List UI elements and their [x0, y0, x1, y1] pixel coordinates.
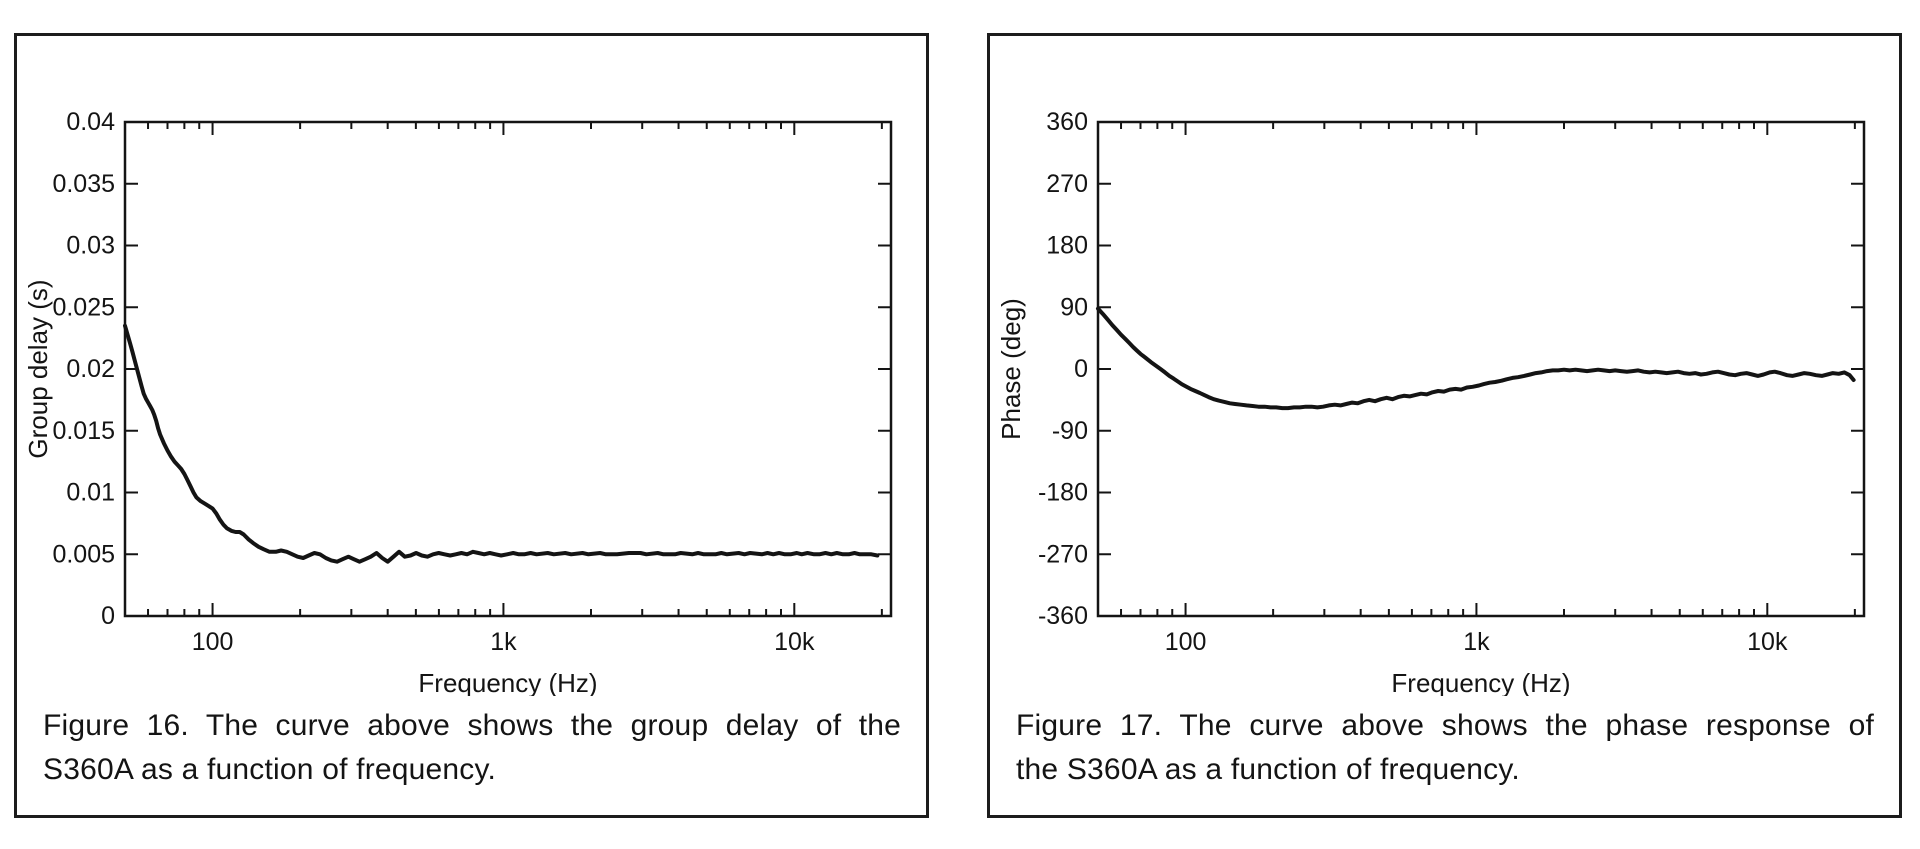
phase-response-curve [1096, 306, 1856, 411]
y-tick-label: 0.035 [52, 170, 115, 198]
y-tick-label: 0 [1074, 355, 1088, 383]
x-axis-label: Frequency (Hz) [1391, 668, 1570, 696]
figure-16-caption: Figure 16. The curve above shows the gro… [43, 704, 901, 792]
y-tick-label: 0.01 [66, 479, 115, 507]
y-axis-label: Group delay (s) [23, 279, 53, 458]
x-tick-label: 1k [1463, 628, 1490, 656]
axes-frame [123, 120, 893, 618]
axes-frame [1096, 120, 1866, 618]
figure-16-panel: 100 1k 10k 0 0.005 0.01 0.015 0.02 0.025 0.03 0.03… [14, 33, 929, 818]
group-delay-chart: 100 1k 10k 0 0.005 0.01 0.015 0.02 0.025 0.03 0.03… [23, 108, 893, 696]
figure-16-caption-line2: S360A as a function of frequency. [43, 753, 497, 787]
y-tick-label: 180 [1046, 232, 1088, 260]
figure-16-caption-line1: Figure 16. The curve above shows the gro… [43, 709, 901, 742]
figure-17-caption-line1: Figure 17. The curve above shows the pha… [1016, 709, 1874, 742]
x-tick-label: 10k [774, 628, 815, 656]
y-tick-label: 0.02 [66, 355, 115, 383]
y-tick-label: 0.005 [52, 540, 115, 568]
y-tick-label: -90 [1052, 417, 1088, 445]
y-tick-label: 270 [1046, 170, 1088, 198]
figure-17-caption-line2: the S360A as a function of frequency. [1016, 753, 1520, 787]
y-tick-label: -270 [1038, 540, 1088, 568]
x-tick-label: 100 [192, 628, 234, 656]
phase-response-chart: 100 1k 10k -360 -270 -180 -90 0 90 180 270 360 Frequ… [996, 108, 1866, 696]
y-tick-label: -180 [1038, 479, 1088, 507]
x-axis-label: Frequency (Hz) [418, 668, 597, 696]
figure-17-caption: Figure 17. The curve above shows the pha… [1016, 704, 1874, 792]
y-tick-label: 90 [1060, 293, 1088, 321]
y-tick-label: 0.025 [52, 293, 115, 321]
y-tick-label: 360 [1046, 108, 1088, 136]
x-tick-label: 1k [490, 628, 517, 656]
y-tick-label: 0.04 [66, 108, 115, 136]
group-delay-curve [123, 323, 880, 564]
y-tick-label: 0.03 [66, 232, 115, 260]
y-tick-label: -360 [1038, 602, 1088, 630]
y-tick-label: 0 [101, 602, 115, 630]
x-tick-label: 10k [1747, 628, 1788, 656]
figure-17-panel: 100 1k 10k -360 -270 -180 -90 0 90 180 270 360 Frequ… [987, 33, 1902, 818]
x-tick-label: 100 [1165, 628, 1207, 656]
y-tick-label: 0.015 [52, 417, 115, 445]
y-axis-label: Phase (deg) [996, 298, 1026, 440]
